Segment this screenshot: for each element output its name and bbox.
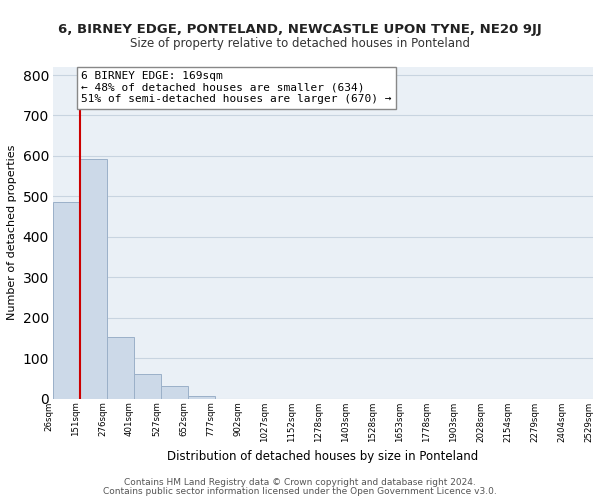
Bar: [53, 202, 80, 398]
Bar: [80, 159, 107, 398]
Y-axis label: Number of detached properties: Number of detached properties: [7, 145, 17, 320]
Text: Contains public sector information licensed under the Open Government Licence v3: Contains public sector information licen…: [103, 486, 497, 496]
Text: 6, BIRNEY EDGE, PONTELAND, NEWCASTLE UPON TYNE, NE20 9JJ: 6, BIRNEY EDGE, PONTELAND, NEWCASTLE UPO…: [58, 22, 542, 36]
Bar: [134, 374, 161, 398]
Text: 6 BIRNEY EDGE: 169sqm
← 48% of detached houses are smaller (634)
51% of semi-det: 6 BIRNEY EDGE: 169sqm ← 48% of detached …: [82, 71, 392, 104]
Bar: [107, 337, 134, 398]
Text: Contains HM Land Registry data © Crown copyright and database right 2024.: Contains HM Land Registry data © Crown c…: [124, 478, 476, 487]
Bar: [161, 386, 188, 398]
X-axis label: Distribution of detached houses by size in Ponteland: Distribution of detached houses by size …: [167, 450, 479, 463]
Bar: [188, 396, 215, 398]
Text: Size of property relative to detached houses in Ponteland: Size of property relative to detached ho…: [130, 38, 470, 51]
